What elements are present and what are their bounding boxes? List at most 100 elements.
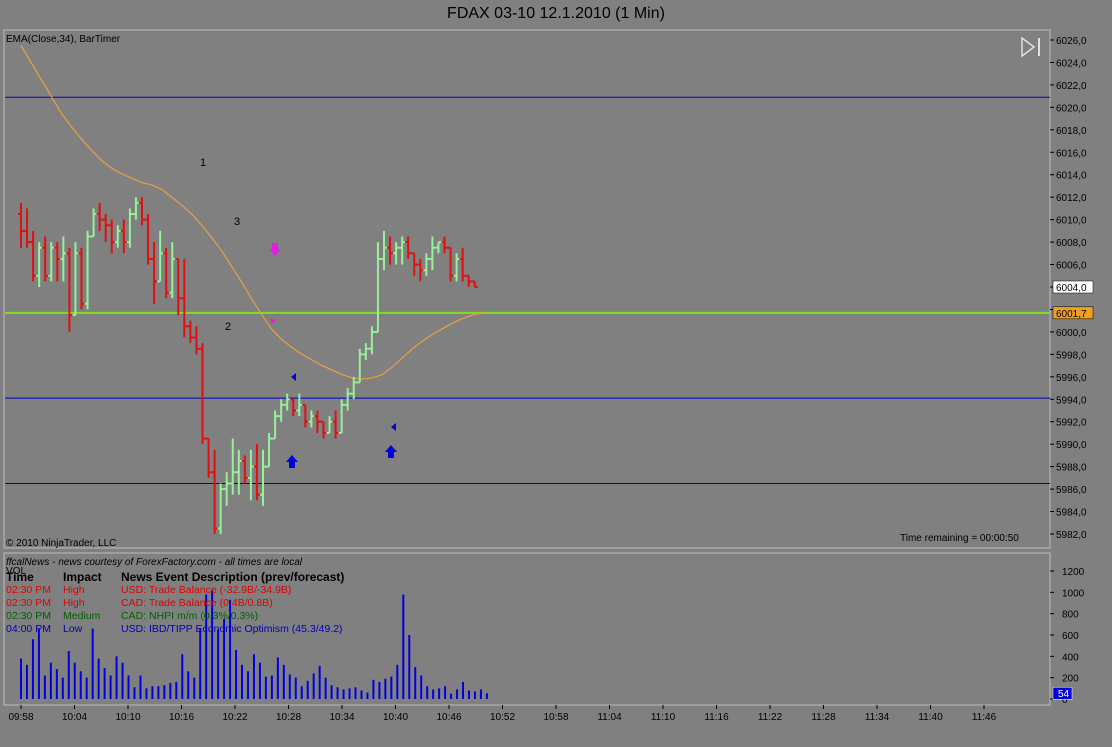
ohlc-bar xyxy=(308,410,315,428)
price-tick-label: 6016,0 xyxy=(1056,148,1087,159)
price-tick-label: 6022,0 xyxy=(1056,81,1087,92)
time-tick-label: 10:22 xyxy=(222,712,247,723)
news-impact: Medium xyxy=(63,610,101,622)
time-tick-label: 11:46 xyxy=(972,712,997,723)
ohlc-bar xyxy=(66,247,73,332)
buy-arrow-icon xyxy=(286,455,298,468)
ohlc-bar xyxy=(30,230,37,282)
ohlc-bar xyxy=(447,246,454,282)
ohlc-bar xyxy=(356,348,363,384)
price-panel xyxy=(3,29,1051,549)
volume-tick-label: 0 xyxy=(1062,695,1068,706)
ohlc-bar xyxy=(387,236,394,265)
ohlc-bar xyxy=(435,241,442,254)
volume-tick-label: 1000 xyxy=(1062,588,1085,599)
ohlc-bar xyxy=(405,236,412,259)
indicator-label: EMA(Close,34), BarTimer xyxy=(6,34,121,45)
price-tick-label: 6010,0 xyxy=(1056,216,1087,227)
volume-tick-label: 800 xyxy=(1062,610,1079,621)
ohlc-bar xyxy=(211,449,218,534)
news-row: 02:30 PM High CAD: Trade Balance (0.4B/0.8… xyxy=(6,597,526,610)
time-tick-label: 09:58 xyxy=(8,712,33,723)
news-row: 02:30 PM High USD: Trade Balance (-32.9B/-… xyxy=(6,584,526,597)
volume-label: VOL xyxy=(6,566,26,577)
ohlc-bar xyxy=(175,257,182,316)
ohlc-bar xyxy=(187,320,194,344)
ohlc-bar xyxy=(393,242,400,265)
news-rows: 02:30 PM High USD: Trade Balance (-32.9B/-… xyxy=(6,584,526,636)
ohlc-bar xyxy=(471,280,478,288)
time-tick-label: 10:52 xyxy=(490,712,515,723)
price-tick-label: 5984,0 xyxy=(1056,508,1087,519)
price-tick-label: 6018,0 xyxy=(1056,126,1087,137)
ohlc-bar xyxy=(181,258,188,338)
ohlc-bar xyxy=(314,410,321,433)
entry-marker-icon xyxy=(271,318,276,324)
play-icon[interactable] xyxy=(1021,36,1040,58)
ohlc-bar xyxy=(217,483,224,534)
time-tick-label: 10:40 xyxy=(383,712,408,723)
news-time: 02:30 PM xyxy=(6,610,51,622)
ohlc-bar xyxy=(235,449,242,495)
news-impact: High xyxy=(63,584,85,596)
news-row: 02:30 PM Medium CAD: NHPI m/m (0.3%/0.3%) xyxy=(6,610,526,623)
price-tick-label: 5994,0 xyxy=(1056,395,1087,406)
time-tick-label: 11:40 xyxy=(918,712,943,723)
news-desc: CAD: Trade Balance (0.4B/0.8B) xyxy=(121,597,273,609)
ohlc-bar xyxy=(36,242,43,287)
ohlc-bar xyxy=(145,214,152,265)
ohlc-bar xyxy=(320,420,327,439)
current-volume-box xyxy=(1052,686,1073,700)
news-row: 04:00 PM Low USD: IBD/TIPP Economic Optimi… xyxy=(6,623,526,636)
price-tick-label: 6012,0 xyxy=(1056,193,1087,204)
ohlc-bar xyxy=(459,247,466,282)
ohlc-bar xyxy=(72,242,79,317)
ema-series xyxy=(20,45,483,380)
ohlc-bar xyxy=(326,416,333,434)
price-tick-label: 5996,0 xyxy=(1056,373,1087,384)
ohlc-bar xyxy=(48,242,55,282)
ema-line xyxy=(20,45,483,380)
volume-axis: 1200 1000 800 600 400 200 054 xyxy=(1050,567,1085,706)
price-tick-label: 6020,0 xyxy=(1056,103,1087,114)
ohlc-bar xyxy=(90,208,97,238)
news-source: ffcalNews - news courtesy of ForexFactor… xyxy=(6,557,303,568)
ohlc-bar xyxy=(368,326,375,355)
ohlc-bar xyxy=(205,437,212,478)
price-tick-label: 5992,0 xyxy=(1056,418,1087,429)
ohlc-bar xyxy=(139,197,145,226)
news-desc: USD: IBD/TIPP Economic Optimism (45.3/49… xyxy=(121,623,343,635)
price-marker-label: 6001,7 xyxy=(1056,309,1087,320)
current-volume-label: 54 xyxy=(1058,689,1070,700)
annotation-3: 3 xyxy=(234,216,240,228)
ohlc-bar xyxy=(54,242,61,282)
time-tick-label: 11:10 xyxy=(651,712,676,723)
ohlc-bars xyxy=(18,197,478,534)
news-desc: CAD: NHPI m/m (0.3%/0.3%) xyxy=(121,610,259,622)
exit-marker-icon xyxy=(391,423,396,431)
volume-bars xyxy=(20,590,488,699)
time-tick-label: 11:28 xyxy=(811,712,836,723)
time-axis: 09:58 10:04 10:10 10:16 10:22 10:28 10:34 10:40… xyxy=(8,705,997,723)
ohlc-bar xyxy=(302,403,309,428)
ohlc-bar xyxy=(229,438,236,495)
ohlc-bar xyxy=(169,242,176,299)
ohlc-bar xyxy=(465,274,472,287)
news-time: 02:30 PM xyxy=(6,584,51,596)
copyright: © 2010 NinjaTrader, LLC xyxy=(6,538,116,549)
news-header: Time Impact News Event Description (prev… xyxy=(6,570,526,584)
sell-arrow-icon xyxy=(269,243,281,256)
time-tick-label: 10:04 xyxy=(62,712,87,723)
ohlc-bar xyxy=(120,219,127,254)
news-header-time: Time xyxy=(6,570,34,584)
ohlc-bar xyxy=(338,399,345,434)
ohlc-bar xyxy=(272,410,279,440)
time-tick-label: 10:28 xyxy=(276,712,301,723)
ohlc-bar xyxy=(441,236,448,254)
price-tick-label: 6024,0 xyxy=(1056,58,1087,69)
time-tick-label: 10:58 xyxy=(543,712,568,723)
ohlc-bar xyxy=(344,388,351,411)
ohlc-bar xyxy=(102,214,109,243)
ohlc-bar xyxy=(193,326,200,355)
